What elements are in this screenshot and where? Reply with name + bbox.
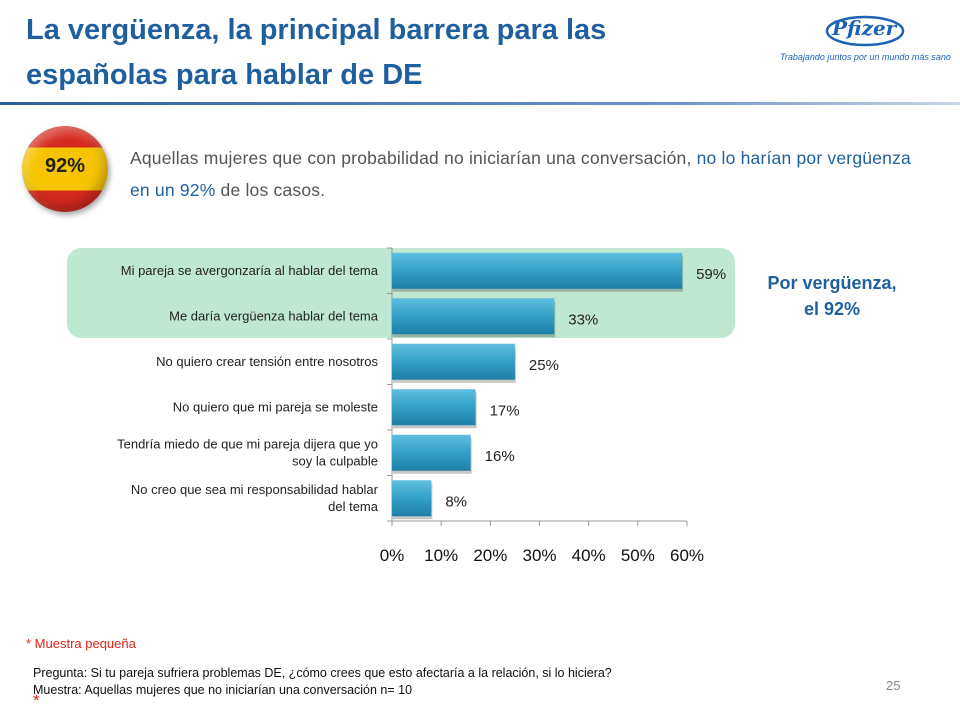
bar-value-label: 25%: [529, 357, 559, 374]
bar-value-label: 33%: [568, 311, 598, 328]
x-tick-label: 30%: [522, 546, 556, 565]
title-line-1: La vergüenza, la principal barrera para …: [26, 14, 607, 46]
category-label: Tendría miedo de que mi pareja dijera qu…: [117, 436, 378, 468]
small-sample-note: * Muestra pequeña: [26, 636, 136, 651]
intro-text-end: de los casos.: [215, 180, 326, 200]
logo-wordmark: Pfizer: [832, 16, 897, 40]
category-label: Me daría vergüenza hablar del tema: [169, 308, 379, 323]
page-number: 25: [886, 678, 901, 693]
spain-flag-badge: 92%: [22, 126, 108, 212]
bar: [392, 480, 432, 517]
bar: [392, 252, 683, 289]
category-label-line: Me daría vergüenza hablar del tema: [169, 308, 379, 323]
slide-title: La vergüenza, la principal barrera para …: [26, 8, 746, 98]
x-tick-label: 0%: [380, 546, 405, 565]
sample-text: Muestra: Aquellas mujeres que no iniciar…: [33, 682, 813, 716]
category-label-line: del tema: [328, 499, 379, 514]
bar: [392, 434, 471, 471]
x-tick-label: 50%: [621, 546, 655, 565]
intro-statement: Aquellas mujeres que con probabilidad no…: [130, 142, 920, 206]
bar-value-label: 16%: [485, 448, 515, 465]
sample-asterisk: *: [33, 691, 40, 710]
title-divider: [0, 102, 960, 105]
bar: [392, 389, 476, 426]
pfizer-logo: Pfizer Trabajando juntos por un mundo má…: [780, 14, 951, 68]
title-line-2: españolas para hablar de DE: [26, 59, 423, 91]
bar-value-label: 8%: [445, 493, 467, 510]
category-label-line: Mi pareja se avergonzaría al hablar del …: [121, 263, 379, 278]
bar: [392, 343, 515, 380]
bar-value-label: 17%: [490, 402, 520, 419]
category-label-line: No creo que sea mi responsabilidad habla…: [131, 482, 379, 497]
category-label: No quiero que mi pareja se moleste: [173, 399, 378, 414]
category-label: No quiero crear tensión entre nosotros: [156, 354, 378, 369]
category-label-line: Tendría miedo de que mi pareja dijera qu…: [117, 436, 378, 451]
category-label-line: soy la culpable: [292, 453, 378, 468]
logo-tagline: Trabajando juntos por un mundo más sano: [780, 52, 951, 62]
bar: [392, 298, 555, 335]
intro-highlight: no lo harían por vergüenza en un 92%: [130, 148, 911, 200]
badge-percentage: 92%: [44, 155, 86, 177]
callout-line-2: el 92%: [803, 299, 861, 319]
callout-line-1: Por vergüenza,: [767, 273, 897, 293]
category-label-line: No quiero crear tensión entre nosotros: [156, 354, 378, 369]
category-label: Mi pareja se avergonzaría al hablar del …: [121, 263, 379, 278]
pfizer-oval-icon: [825, 15, 905, 47]
question-footnote: Pregunta: Si tu pareja sufriera problema…: [33, 665, 813, 716]
x-tick-label: 60%: [670, 546, 704, 565]
bar-value-label: 59%: [696, 266, 726, 283]
x-tick-label: 40%: [572, 546, 606, 565]
x-tick-label: 10%: [424, 546, 458, 565]
category-label: No creo que sea mi responsabilidad habla…: [131, 482, 379, 514]
sample-description: Muestra: Aquellas mujeres que no iniciar…: [33, 683, 413, 697]
question-text: Pregunta: Si tu pareja sufriera problema…: [33, 666, 612, 680]
category-label-line: No quiero que mi pareja se moleste: [173, 399, 378, 414]
shame-callout: Por vergüenza, el 92%: [752, 270, 912, 322]
x-tick-label: 20%: [473, 546, 507, 565]
intro-text-start: Aquellas mujeres que con probabilidad no…: [130, 148, 697, 168]
